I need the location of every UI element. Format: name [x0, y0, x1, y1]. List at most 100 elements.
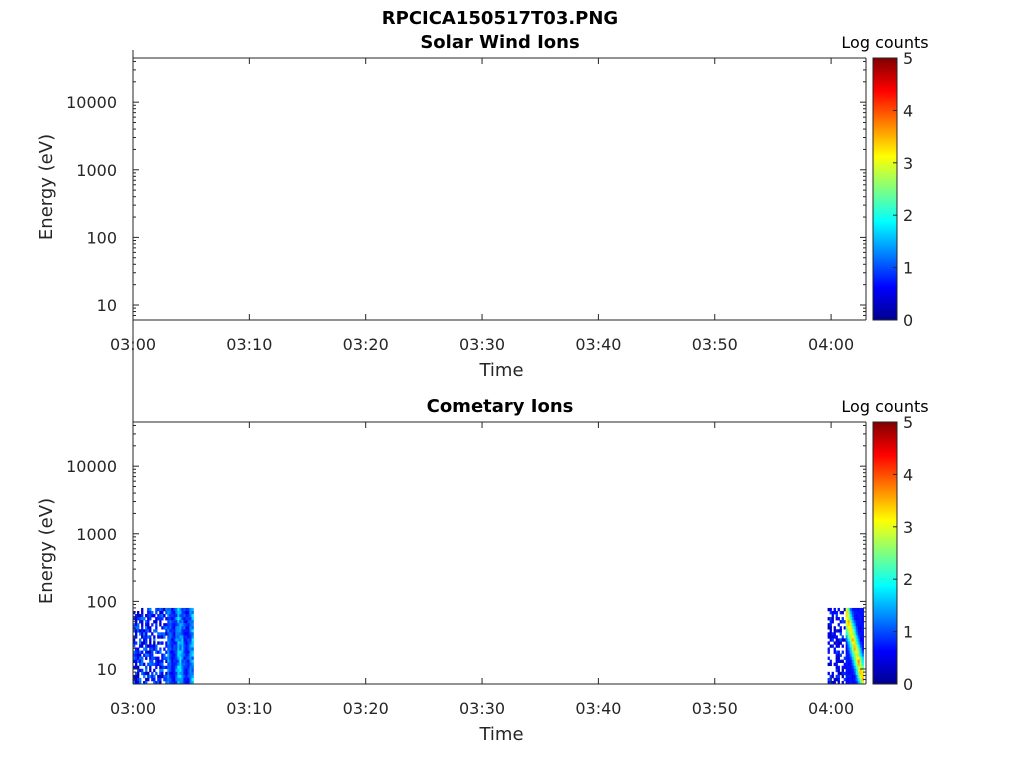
y-tick-label: 10000	[66, 457, 117, 476]
spectrogram-cell	[159, 671, 162, 676]
spectrogram-cell	[827, 680, 830, 685]
spectrogram-cell	[165, 617, 168, 621]
spectrogram-cell	[171, 668, 174, 673]
spectrogram-cell	[167, 635, 170, 639]
spectrogram-cell	[167, 638, 170, 642]
spectrogram-cell	[179, 662, 182, 667]
spectrogram-cell	[829, 626, 832, 630]
spectrogram-cell	[183, 653, 186, 657]
spectrogram-cell	[847, 674, 850, 679]
spectrogram-cell	[857, 617, 860, 621]
spectrogram-cell	[191, 650, 194, 654]
spectrogram-cell	[173, 629, 176, 633]
spectrogram-cell	[845, 662, 848, 667]
spectrogram-cell	[187, 614, 190, 618]
spectrogram-cell	[157, 656, 160, 660]
y-tick-label: 1000	[76, 161, 117, 180]
spectrogram-cell	[183, 607, 186, 612]
colorbar-gradient	[872, 57, 898, 321]
spectrogram-cell	[837, 680, 840, 685]
colorbar-label: Log counts	[841, 33, 928, 52]
spectrogram-cell	[845, 650, 848, 654]
spectrogram-cell	[163, 647, 166, 651]
spectrogram-cell	[177, 656, 180, 660]
spectrogram-cell	[175, 650, 178, 654]
spectrogram-cell	[191, 656, 194, 660]
spectrogram-cell	[185, 620, 188, 624]
spectrogram-cell	[169, 607, 172, 612]
spectrogram-cell	[145, 614, 148, 618]
spectrogram-cell	[173, 659, 176, 663]
spectrogram-cell	[189, 644, 192, 648]
spectrogram-cell	[163, 674, 166, 679]
spectrogram-cell	[847, 677, 850, 682]
spectrogram-cell	[135, 641, 138, 645]
spectrogram-cell	[179, 647, 182, 651]
spectrogram-cell	[191, 629, 194, 633]
spectrogram-cell	[151, 671, 154, 676]
spectrogram-cell	[855, 620, 858, 624]
spectrogram-cell	[133, 665, 136, 670]
spectrogram-cell	[151, 677, 154, 682]
spectrogram-cell	[181, 680, 184, 685]
spectrogram-cell	[833, 680, 836, 685]
spectrogram-cell	[849, 641, 852, 645]
spectrogram-cell	[857, 662, 860, 667]
spectrogram-cell	[847, 632, 850, 636]
spectrogram-cell	[167, 659, 170, 663]
spectrogram-cell	[161, 659, 164, 663]
spectrogram-cell	[185, 617, 188, 621]
spectrogram-cell	[165, 632, 168, 636]
spectrogram-cell	[149, 610, 152, 615]
spectrogram-cell	[839, 641, 842, 645]
spectrogram-cell	[827, 671, 830, 676]
spectrogram-cell	[175, 629, 178, 633]
spectrogram-cell	[177, 638, 180, 642]
spectrogram-cell	[181, 614, 184, 618]
spectrogram-cell	[835, 644, 838, 648]
spectrogram-cell	[855, 677, 858, 682]
spectrogram-cell	[187, 662, 190, 667]
spectrogram-cell	[185, 610, 188, 615]
spectrogram-cell	[835, 638, 838, 642]
spectrogram-cell	[175, 635, 178, 639]
spectrogram-cell	[847, 626, 850, 630]
spectrogram-cell	[845, 674, 848, 679]
spectrogram-cell	[179, 656, 182, 660]
spectrogram-cell	[189, 650, 192, 654]
spectrogram-cell	[855, 674, 858, 679]
spectrogram-cell	[157, 650, 160, 654]
spectrogram-cell	[159, 632, 162, 636]
spectrogram-cell	[173, 632, 176, 636]
x-tick-label: 03:20	[343, 335, 389, 354]
spectrogram-cell	[831, 610, 834, 615]
spectrogram-cell	[833, 607, 836, 612]
spectrogram-cell	[139, 656, 142, 660]
spectrogram-cell	[175, 610, 178, 615]
spectrogram-cell	[181, 659, 184, 663]
spectrogram-cell	[167, 656, 170, 660]
spectrogram-cell	[155, 662, 158, 667]
spectrogram-cell	[829, 610, 832, 615]
spectrogram-cell	[847, 659, 850, 663]
spectrogram-cell	[841, 610, 844, 615]
spectrogram-cell	[835, 677, 838, 682]
spectrogram-cell	[147, 617, 150, 621]
spectrogram-cell	[835, 656, 838, 660]
spectrogram-cell	[191, 647, 194, 651]
spectrogram-cell	[167, 607, 170, 612]
spectrogram-cell	[161, 607, 164, 612]
spectrogram-cell	[183, 665, 186, 670]
spectrogram-cell	[135, 617, 138, 621]
spectrogram-cell	[861, 629, 864, 633]
spectrogram-cell	[861, 607, 864, 612]
spectrogram-cell	[835, 650, 838, 654]
spectrogram-cell	[153, 620, 156, 624]
colorbar-tick-label: 2	[903, 206, 913, 225]
spectrogram-cell	[849, 656, 852, 660]
spectrogram-cell	[185, 623, 188, 627]
spectrogram-cell	[845, 629, 848, 633]
spectrogram-cell	[155, 680, 158, 685]
spectrogram-cell	[833, 626, 836, 630]
spectrogram-cell	[169, 671, 172, 676]
